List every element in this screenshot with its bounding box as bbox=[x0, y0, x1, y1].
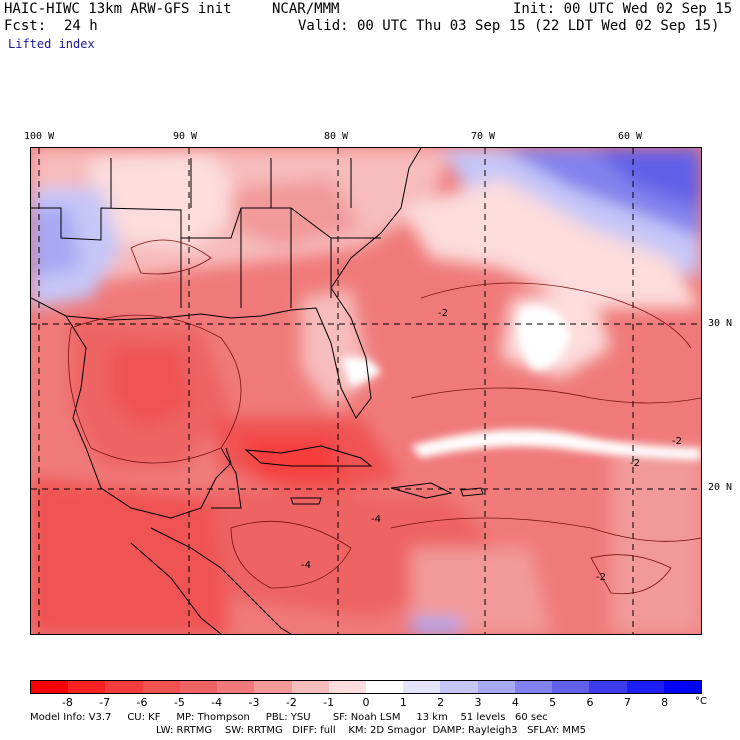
coastlines bbox=[31, 148, 484, 634]
lon-label-70w: 70 W bbox=[471, 131, 496, 142]
colorbar-tick-label: 8 bbox=[661, 696, 669, 709]
colorbar-tick-label: -4 bbox=[211, 696, 223, 709]
contour-lines bbox=[68, 239, 701, 595]
colorbar-swatch bbox=[31, 681, 69, 693]
colorbar-tick-label: -5 bbox=[173, 696, 185, 709]
convergence-band bbox=[341, 306, 701, 460]
colorbar-swatch bbox=[179, 681, 218, 693]
colorbar-tick-label: 0 bbox=[362, 696, 370, 709]
lon-label-100w: 100 W bbox=[24, 131, 55, 142]
colorbar bbox=[30, 680, 702, 694]
colorbar-swatch bbox=[589, 681, 627, 693]
contour-label: -2 bbox=[438, 308, 448, 319]
contour-label: -4 bbox=[301, 560, 311, 571]
colorbar-tick-label: 1 bbox=[399, 696, 407, 709]
forecast-label: Fcst: bbox=[4, 18, 47, 34]
colorbar-swatch bbox=[254, 681, 292, 693]
contour-label-group: -2 -4 -2 -2 -2 -4 bbox=[301, 308, 682, 583]
colorbar-swatch bbox=[142, 681, 180, 693]
field-shading bbox=[31, 148, 701, 634]
lon-label-90w: 90 W bbox=[173, 131, 198, 142]
colorbar-swatch bbox=[68, 681, 106, 693]
colorbar-swatch bbox=[626, 681, 664, 693]
colorbar-swatch bbox=[365, 681, 404, 693]
colorbar-swatch bbox=[663, 681, 701, 693]
contour-label: -4 bbox=[371, 514, 381, 525]
model-title: HAIC-HIWC 13km ARW-GFS init bbox=[4, 1, 232, 17]
colorbar-tick-label: 2 bbox=[437, 696, 445, 709]
lat-lon-grid bbox=[31, 148, 701, 634]
colorbar-swatch bbox=[328, 681, 366, 693]
colorbar-swatch bbox=[514, 681, 553, 693]
valid-time: Valid: 00 UTC Thu 03 Sep 15 (22 LDT Wed … bbox=[298, 18, 720, 34]
lon-label-60w: 60 W bbox=[618, 131, 643, 142]
init-time: Init: 00 UTC Wed 02 Sep 15 bbox=[513, 1, 733, 17]
colorbar-swatch bbox=[403, 681, 441, 693]
org-label: NCAR/MMM bbox=[272, 1, 340, 17]
colorbar-tick-label: -6 bbox=[136, 696, 148, 709]
forecast-hour: 24 h bbox=[64, 18, 98, 34]
colorbar-tick-label: 5 bbox=[549, 696, 557, 709]
lon-label-80w: 80 W bbox=[324, 131, 349, 142]
model-info-line1: Model Info: V3.7 CU: KF MP: Thompson PBL… bbox=[30, 712, 548, 723]
colorbar-tick-label: -2 bbox=[285, 696, 297, 709]
colorbar-swatch bbox=[552, 681, 590, 693]
colorbar-swatch bbox=[440, 681, 478, 693]
colorbar-swatch bbox=[105, 681, 143, 693]
colorbar-swatch bbox=[477, 681, 515, 693]
colorbar-tick-label: -8 bbox=[61, 696, 73, 709]
contour-label: -2 bbox=[596, 572, 606, 583]
lat-label-20n: 20 N bbox=[708, 482, 733, 493]
lat-label-30n: 30 N bbox=[708, 318, 733, 329]
colorbar-unit: °C bbox=[695, 696, 707, 707]
colorbar-tick-label: -7 bbox=[99, 696, 111, 709]
model-info-line2: LW: RRTMG SW: RRTMG DIFF: full KM: 2D Sm… bbox=[156, 725, 586, 736]
colorbar-tick-label: 4 bbox=[511, 696, 519, 709]
colorbar-swatch bbox=[291, 681, 329, 693]
field-name: Lifted index bbox=[8, 37, 95, 51]
colorbar-tick-label: -3 bbox=[248, 696, 260, 709]
colorbar-tick-label: 6 bbox=[586, 696, 594, 709]
colorbar-swatch bbox=[217, 681, 255, 693]
colorbar-tick-label: 7 bbox=[623, 696, 631, 709]
contour-label: -2 bbox=[630, 458, 640, 469]
colorbar-tick-label: -1 bbox=[323, 696, 335, 709]
colorbar-tick-label: 3 bbox=[474, 696, 482, 709]
lifted-index-map: -2 -4 -2 -2 -2 -4 bbox=[30, 147, 702, 635]
contour-label: -2 bbox=[672, 436, 682, 447]
